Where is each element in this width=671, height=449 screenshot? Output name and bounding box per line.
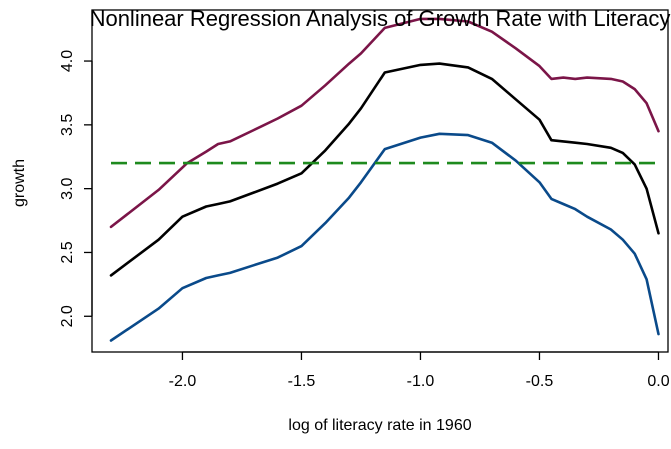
- series-line-upper-band: [109, 17, 660, 229]
- axis-layer: -2.0 -1.5 -1.0 -0.5 0.0 2.0 2.5 3.0 3.5 4.0: [59, 50, 670, 390]
- series-line-lower-band: [109, 132, 660, 342]
- y-tick-label: 4.0: [59, 50, 76, 72]
- y-tick-label: 2.0: [59, 305, 76, 327]
- series-line-fit: [109, 62, 660, 277]
- x-tick-label: -0.5: [526, 373, 554, 390]
- y-tick-label: 3.0: [59, 177, 76, 199]
- chart-title: Nonlinear Regression Analysis of Growth …: [90, 6, 671, 31]
- y-tick-label: 2.5: [59, 241, 76, 263]
- plot-frame: [91, 9, 669, 353]
- x-axis-title: log of literacy rate in 1960: [288, 417, 471, 434]
- x-tick-label: 0.0: [647, 373, 669, 390]
- x-tick-label: -1.0: [407, 373, 435, 390]
- x-tick-label: -2.0: [169, 373, 197, 390]
- y-axis-title: growth: [11, 159, 28, 207]
- x-tick-label: -1.5: [288, 373, 316, 390]
- y-tick-label: 3.5: [59, 114, 76, 136]
- series-layer: [109, 17, 660, 342]
